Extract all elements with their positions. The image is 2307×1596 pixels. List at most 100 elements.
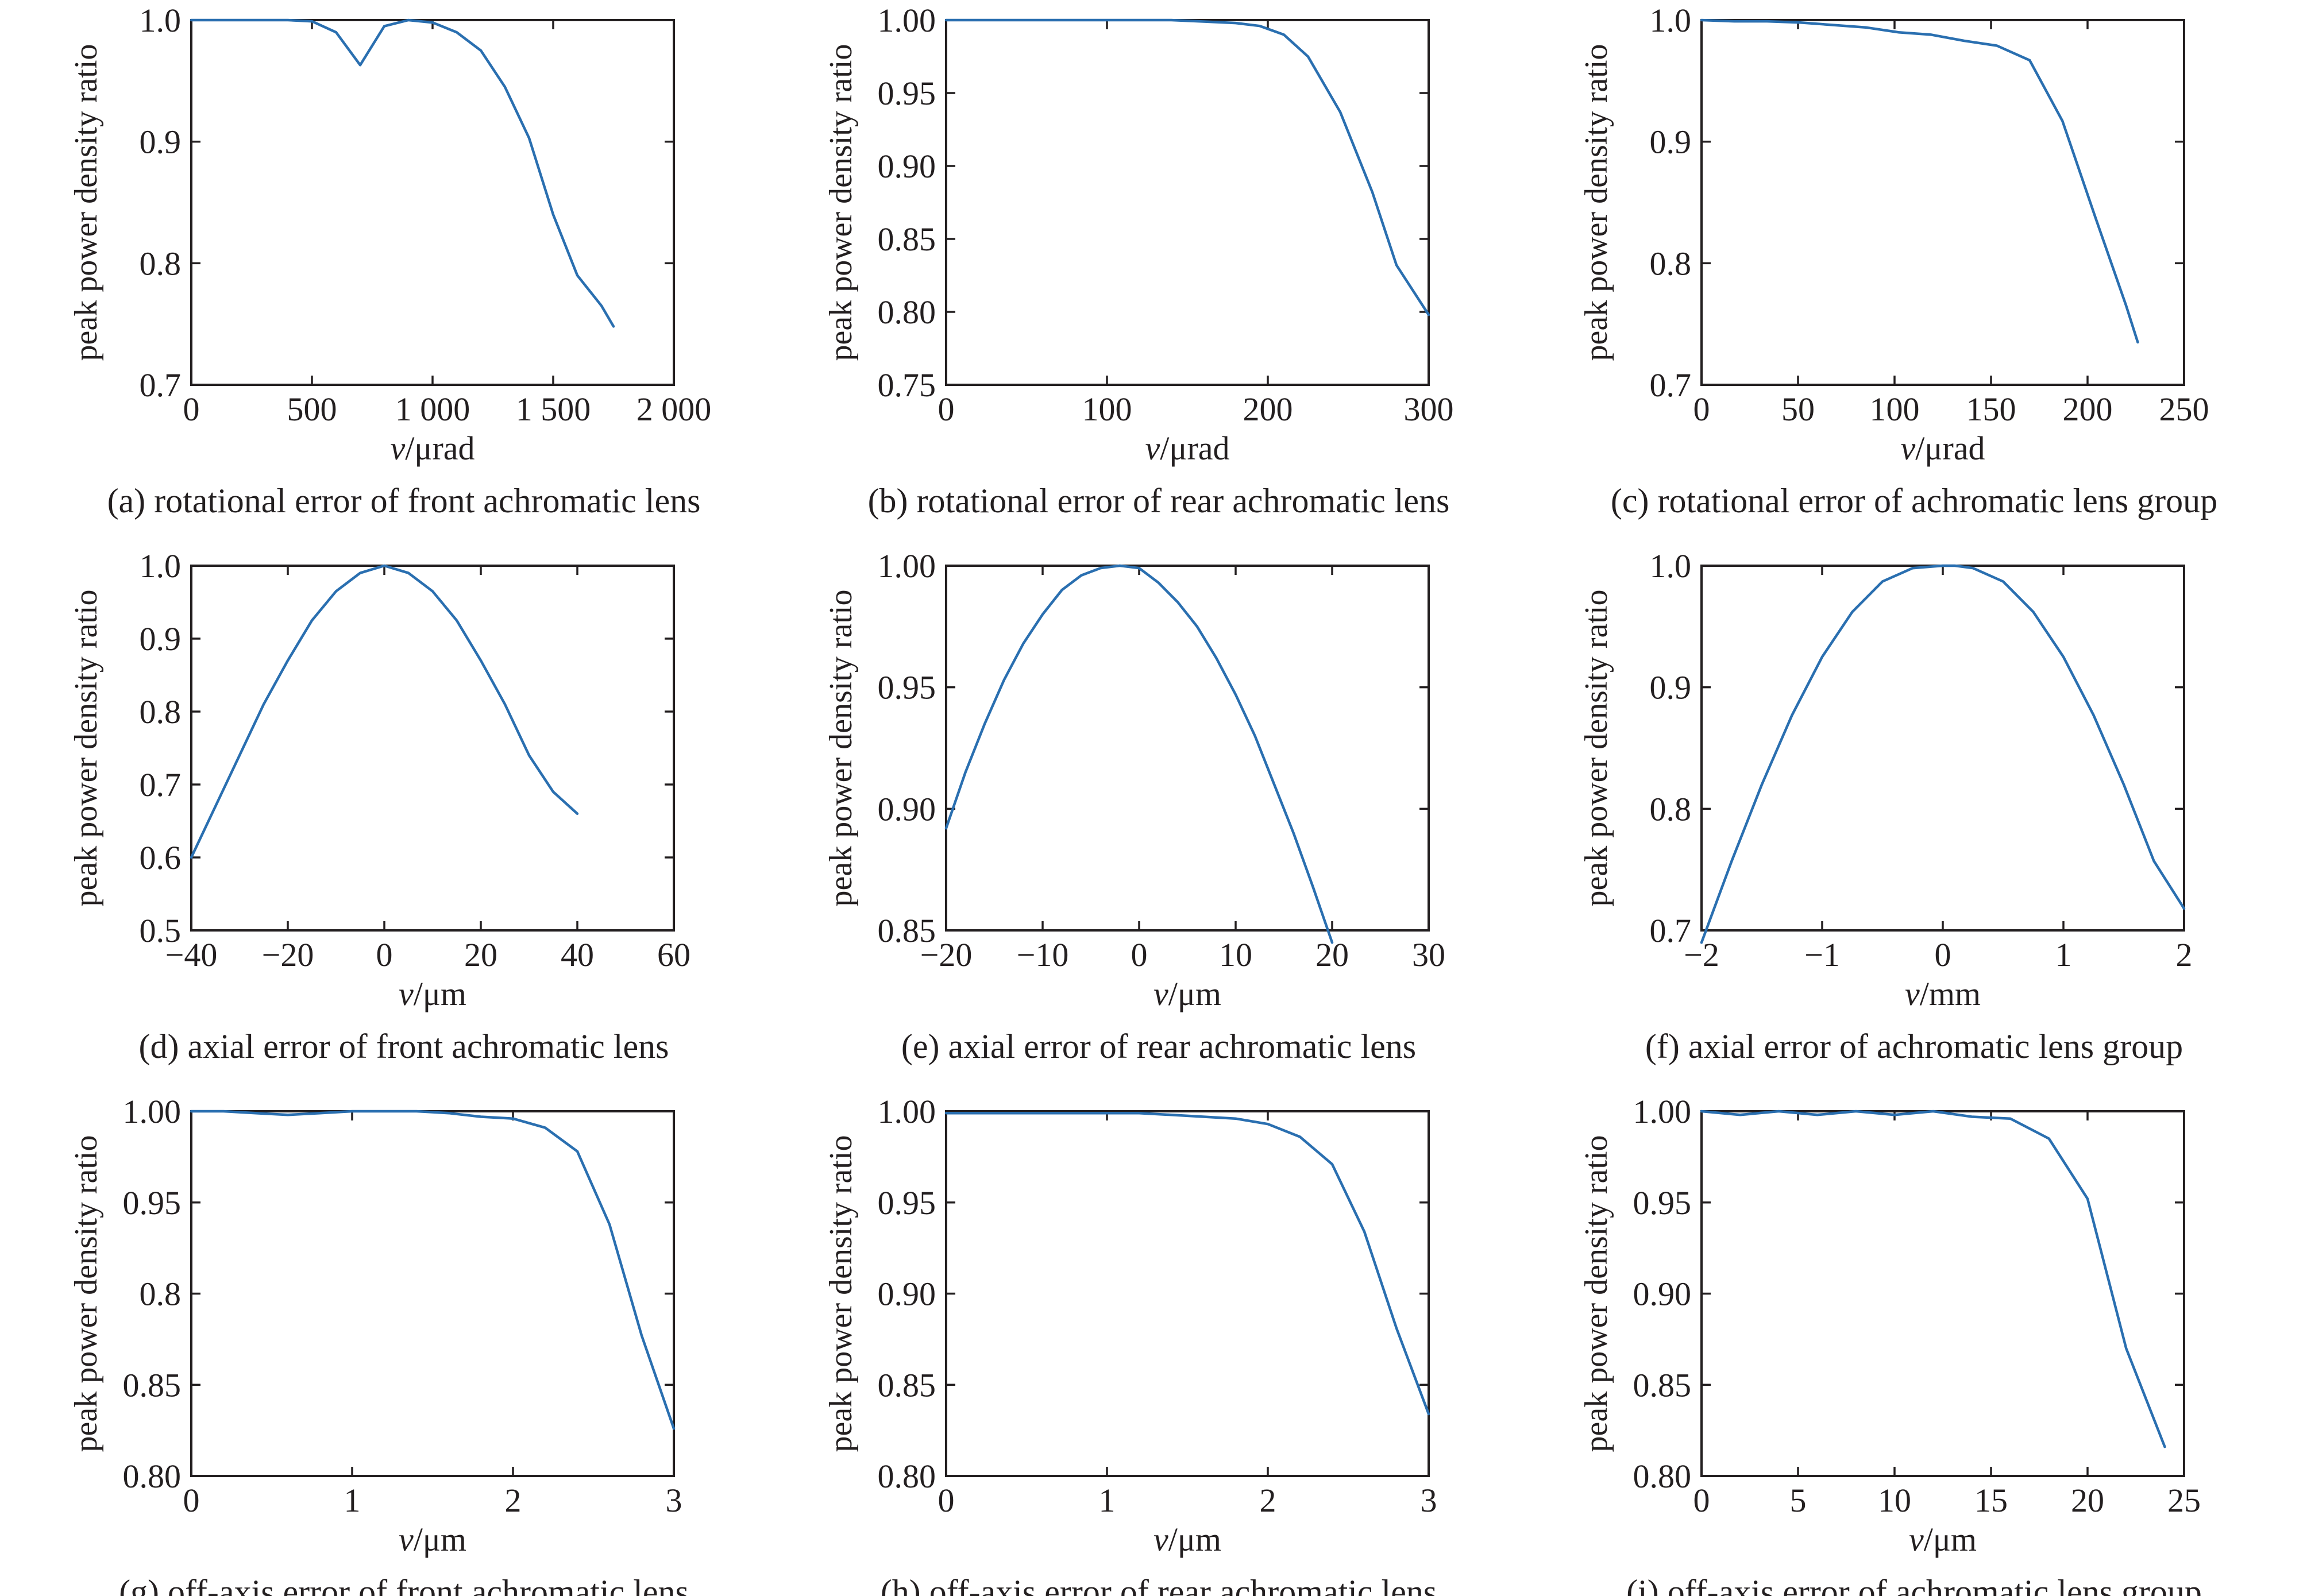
chart-5-xtick-label: −10 (1017, 936, 1069, 973)
chart-3-xtick-label: 50 (1781, 391, 1815, 428)
chart-8-ytick-label: 0.95 (878, 1184, 936, 1222)
chart-4-xlabel: v/μm (399, 975, 466, 1013)
chart-6-ylabel: peak power density ratio (1579, 589, 1614, 906)
chart-2-ytick-label: 0.80 (878, 293, 936, 331)
chart-4-ytick-label: 0.9 (140, 620, 182, 658)
chart-2-ytick-label: 0.85 (878, 221, 936, 258)
chart-8-xlabel-var: v (1154, 1521, 1168, 1558)
chart-8-ytick-label: 0.80 (878, 1458, 936, 1495)
chart-3-series-line (1700, 18, 2139, 344)
chart-6-ytick-label: 0.8 (1650, 790, 1692, 828)
chart-9-ylabel: peak power density ratio (1579, 1135, 1614, 1452)
chart-5-ytick-label: 0.85 (878, 912, 936, 949)
chart-4: −40 −20 0 20 40 60 0.5 0.6 0.7 0.8 0.9 1.0 peak powe… (68, 547, 690, 1065)
chart-1-frame (190, 19, 675, 386)
chart-5-caption: (e) axial error of rear achromatic lens (901, 1027, 1416, 1065)
chart-5-frame (945, 565, 1430, 932)
chart-7-ytick-label: 0.8 (140, 1276, 182, 1313)
chart-1-xtick-label: 0 (183, 391, 200, 428)
chart-4-xtick-label: 20 (464, 936, 497, 973)
chart-8-caption: (h) off-axis error of rear achromatic le… (881, 1573, 1437, 1596)
chart-5-series-line (944, 564, 1334, 944)
chart-5-ytick-label: 1.00 (878, 547, 936, 585)
chart-3-caption: (c) rotational error of achromatic lens … (1611, 482, 2217, 520)
chart-7-ytick-label: 0.85 (123, 1366, 182, 1404)
chart-2: 0 100 200 300 0.75 0.80 0.85 0.90 0.95 1.00 peak p… (823, 2, 1454, 520)
chart-8-series-line (944, 1111, 1430, 1416)
chart-9-xtick-label: 5 (1790, 1482, 1807, 1519)
chart-1-ytick-label: 0.7 (140, 366, 182, 404)
chart-3-xtick-label: 0 (1693, 391, 1710, 428)
chart-4-ytick-label: 0.7 (140, 766, 182, 803)
chart-6-xtick-label: 1 (2055, 936, 2072, 973)
chart-9: 0 5 10 15 20 25 0.80 0.85 0.90 0.95 1.00 peak power… (1579, 1093, 2202, 1596)
chart-3-xlabel-unit: /μrad (1915, 430, 1985, 467)
chart-5-ytick-label: 0.90 (878, 790, 936, 828)
chart-1-xtick-label: 1 500 (516, 391, 591, 428)
chart-6-series-line (1700, 564, 2186, 944)
chart-4-series-line (190, 564, 579, 859)
chart-4-caption: (d) axial error of front achromatic lens (139, 1027, 669, 1065)
chart-6-xtick-label: 0 (1935, 936, 1951, 973)
chart-2-xtick-label: 200 (1243, 391, 1293, 428)
chart-9-xlabel: v/μm (1909, 1521, 1977, 1558)
chart-2-ylabel: peak power density ratio (823, 44, 859, 361)
chart-5-xtick-label: 0 (1131, 936, 1148, 973)
chart-2-series-line (944, 18, 1430, 316)
chart-7-xlabel: v/μm (399, 1521, 466, 1558)
chart-9-xtick-label: 0 (1693, 1482, 1710, 1519)
chart-9-xlabel-var: v (1909, 1521, 1924, 1558)
chart-2-xlabel-unit: /μrad (1160, 430, 1229, 467)
chart-6-xtick-label: −1 (1804, 936, 1840, 973)
chart-8-xlabel-unit: /μm (1168, 1521, 1221, 1558)
chart-8-ytick-label: 0.85 (878, 1366, 936, 1404)
chart-8-xtick-label: 2 (1260, 1482, 1276, 1519)
chart-5-xlabel-unit: /μm (1168, 975, 1221, 1013)
chart-8-ylabel: peak power density ratio (823, 1135, 859, 1452)
chart-3-xtick-label: 150 (1966, 391, 2016, 428)
chart-6-xlabel-unit: /mm (1920, 975, 1981, 1013)
chart-1-xlabel-var: v (390, 430, 405, 467)
chart-3-xtick-label: 100 (1870, 391, 1920, 428)
chart-3-ytick-label: 1.0 (1650, 2, 1692, 39)
chart-7-xtick-label: 1 (344, 1482, 361, 1519)
chart-4-xtick-label: 0 (376, 936, 393, 973)
chart-2-xlabel: v/μrad (1145, 430, 1229, 467)
chart-7-xlabel-var: v (399, 1521, 414, 1558)
chart-7-ylabel: peak power density ratio (68, 1135, 104, 1452)
chart-2-xtick-label: 100 (1082, 391, 1132, 428)
chart-3-ytick-label: 0.8 (1650, 245, 1692, 282)
chart-6-ytick-label: 1.0 (1650, 547, 1692, 585)
chart-9-series-line (1700, 1110, 2166, 1448)
chart-7-series-line (190, 1110, 676, 1430)
chart-1: 0 500 1 000 1 500 2 000 0.7 0.8 0.9 1.0 peak powe… (68, 2, 711, 520)
chart-7-xlabel-unit: /μm (414, 1521, 466, 1558)
chart-3-frame (1700, 19, 2185, 386)
chart-1-ylabel: peak power density ratio (68, 44, 104, 361)
chart-5-xtick-label: 30 (1412, 936, 1445, 973)
chart-4-ytick-label: 1.0 (140, 547, 182, 585)
chart-4-xtick-label: −20 (262, 936, 314, 973)
chart-6-frame (1700, 565, 2185, 932)
chart-7-frame (190, 1110, 675, 1477)
chart-4-xtick-label: 40 (561, 936, 594, 973)
chart-1-series-line (190, 18, 615, 328)
chart-5-xlabel: v/μm (1154, 975, 1221, 1013)
chart-4-xtick-label: −40 (165, 936, 218, 973)
chart-1-xlabel-unit: /μrad (405, 430, 474, 467)
chart-8-xtick-label: 3 (1421, 1482, 1437, 1519)
chart-5-xtick-label: −20 (920, 936, 973, 973)
chart-9-xtick-label: 15 (1974, 1482, 2008, 1519)
chart-3-xtick-label: 250 (2159, 391, 2209, 428)
chart-7: 0 1 2 3 0.80 0.85 0.8 0.95 1.00 peak power densit… (68, 1093, 689, 1596)
chart-7-caption: (g) off-axis error of front achromatic l… (119, 1573, 689, 1596)
chart-1-xtick-label: 2 000 (636, 391, 712, 428)
chart-7-xtick-label: 0 (183, 1482, 200, 1519)
chart-4-xlabel-var: v (399, 975, 414, 1013)
chart-3-ylabel: peak power density ratio (1579, 44, 1614, 361)
chart-8-ytick-label: 0.90 (878, 1276, 936, 1313)
chart-4-xlabel-unit: /μm (414, 975, 466, 1013)
chart-8-frame (945, 1110, 1430, 1477)
chart-7-ytick-label: 0.80 (123, 1458, 182, 1495)
